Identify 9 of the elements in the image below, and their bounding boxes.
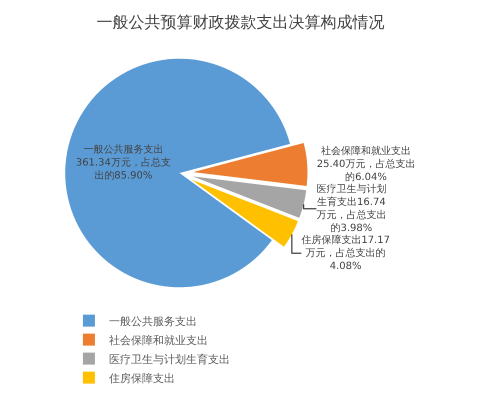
legend-label: 社会保障和就业支出 xyxy=(108,334,208,347)
data-label: 住房保障支出17.17万元，占总支出的4.08% xyxy=(301,234,390,272)
chart-title: 一般公共预算财政拨款支出决算构成情况 xyxy=(96,12,384,32)
legend-label: 住房保障支出 xyxy=(108,372,175,385)
legend-label: 一般公共服务支出 xyxy=(108,314,197,328)
data-label: 一般公共服务支出361.34万元，占总支出的85.90% xyxy=(76,143,171,182)
data-label: 社会保障和就业支出25.40万元，占总支出的6.04% xyxy=(316,145,416,184)
data-label: 医疗卫生与计划生育支出16.74万元，占总支出的3.98% xyxy=(316,183,386,234)
legend-label: 医疗卫生与计划生育支出 xyxy=(108,352,230,366)
